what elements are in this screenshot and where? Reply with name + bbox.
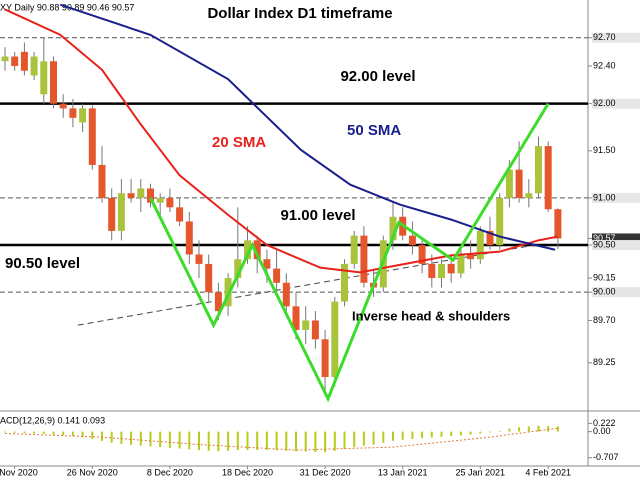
candle-body [476, 230, 484, 260]
candle-body [1, 56, 9, 62]
y-tick-label: 90.00 [593, 287, 616, 297]
macd-signal [4, 427, 558, 451]
candle-body [108, 197, 116, 231]
candle-body [253, 240, 261, 260]
candle-body [292, 306, 300, 330]
candle-body [360, 235, 368, 283]
candle-body [185, 221, 193, 255]
macd-label: ACD(12,26,9) 0.141 0.093 [0, 415, 105, 425]
candle-body [302, 320, 310, 330]
candle-body [88, 108, 96, 165]
candle-body [418, 245, 426, 264]
y-tick-label: 92.70 [593, 32, 616, 42]
candle-body [486, 230, 494, 246]
candle-body [496, 197, 504, 246]
macd-tick-label: -0.707 [593, 452, 619, 462]
candle-body [263, 259, 271, 269]
annotation: Inverse head & shoulders [352, 308, 510, 323]
candle-body [30, 56, 38, 76]
candle-body [50, 61, 57, 104]
chart-title: Dollar Index D1 timeframe [207, 5, 392, 22]
y-tick-box [592, 98, 640, 109]
candle-body [544, 146, 552, 210]
sma-line [4, 8, 559, 274]
macd-tick-label: 0.00 [593, 426, 611, 436]
candle-body [389, 216, 397, 241]
candle-body [59, 103, 67, 109]
y-tick-label: 91.50 [593, 145, 616, 155]
series-label: 20 SMA [212, 134, 266, 151]
candle-body [428, 263, 436, 279]
candle-body [273, 268, 281, 283]
candle-body [166, 197, 174, 208]
series-label: 50 SMA [347, 122, 401, 139]
y-tick-label: 89.70 [593, 315, 616, 325]
x-tick-label: 31 Dec 2020 [300, 467, 351, 477]
candle-body [467, 254, 475, 260]
candle-body [554, 209, 562, 239]
candle-body [234, 259, 242, 279]
candle-body [137, 188, 145, 198]
y-tick-box [592, 32, 640, 43]
candle-body [205, 263, 213, 293]
y-tick-label: 91.00 [593, 192, 616, 202]
candle-body [457, 254, 465, 274]
candle-body [505, 169, 513, 198]
y-tick-label: 92.00 [593, 98, 616, 108]
candle-body [311, 320, 319, 340]
trendline [77, 244, 535, 326]
macd-tick-label: 0.222 [593, 418, 616, 428]
sma-line [59, 3, 556, 251]
annotation: 91.00 level [280, 207, 355, 224]
y-tick-label: 92.40 [593, 60, 616, 70]
candle-body [79, 108, 87, 123]
candle-body [525, 193, 533, 198]
y-tick-label: 89.25 [593, 357, 616, 367]
candle-body [127, 193, 135, 198]
candle-body [20, 51, 28, 71]
candle-body [176, 207, 184, 222]
candle-body [40, 61, 48, 95]
x-tick-label: 5 Nov 2020 [0, 467, 38, 477]
x-tick-label: 8 Dec 2020 [147, 467, 193, 477]
candle-body [98, 164, 106, 198]
x-tick-label: 18 Dec 2020 [222, 467, 273, 477]
candle-body [515, 169, 523, 198]
y-tick-box [592, 240, 640, 251]
y-tick-label: 90.57 [593, 233, 616, 243]
y-tick-label: 90.15 [593, 272, 616, 282]
annotation: 92.00 level [340, 68, 415, 85]
candle-body [535, 146, 542, 194]
y-tick-box [592, 192, 640, 203]
candle-body [214, 292, 222, 312]
candle-body [408, 235, 416, 246]
y-tick-box [592, 233, 640, 244]
candle-body [244, 240, 251, 260]
candle-body [69, 108, 77, 118]
candle-body [282, 282, 290, 307]
x-tick-label: 26 Nov 2020 [67, 467, 118, 477]
annotation: 90.50 level [5, 255, 80, 272]
x-tick-label: 25 Jan 2021 [456, 467, 506, 477]
pattern-line [149, 102, 550, 403]
x-tick-label: 4 Feb 2021 [525, 467, 571, 477]
y-tick-label: 90.50 [593, 239, 616, 249]
candle-body [147, 188, 154, 203]
candle-body [156, 197, 164, 203]
y-tick-box [592, 287, 640, 298]
candle-body [117, 193, 125, 231]
candle-body [341, 263, 348, 302]
x-tick-label: 13 Jan 2021 [378, 467, 428, 477]
candle-body [350, 235, 358, 264]
candle-body [321, 339, 329, 378]
candle-body [331, 301, 339, 378]
candle-body [438, 263, 445, 279]
candle-body [195, 254, 203, 264]
candle-body [447, 263, 455, 274]
candle-body [11, 56, 19, 66]
